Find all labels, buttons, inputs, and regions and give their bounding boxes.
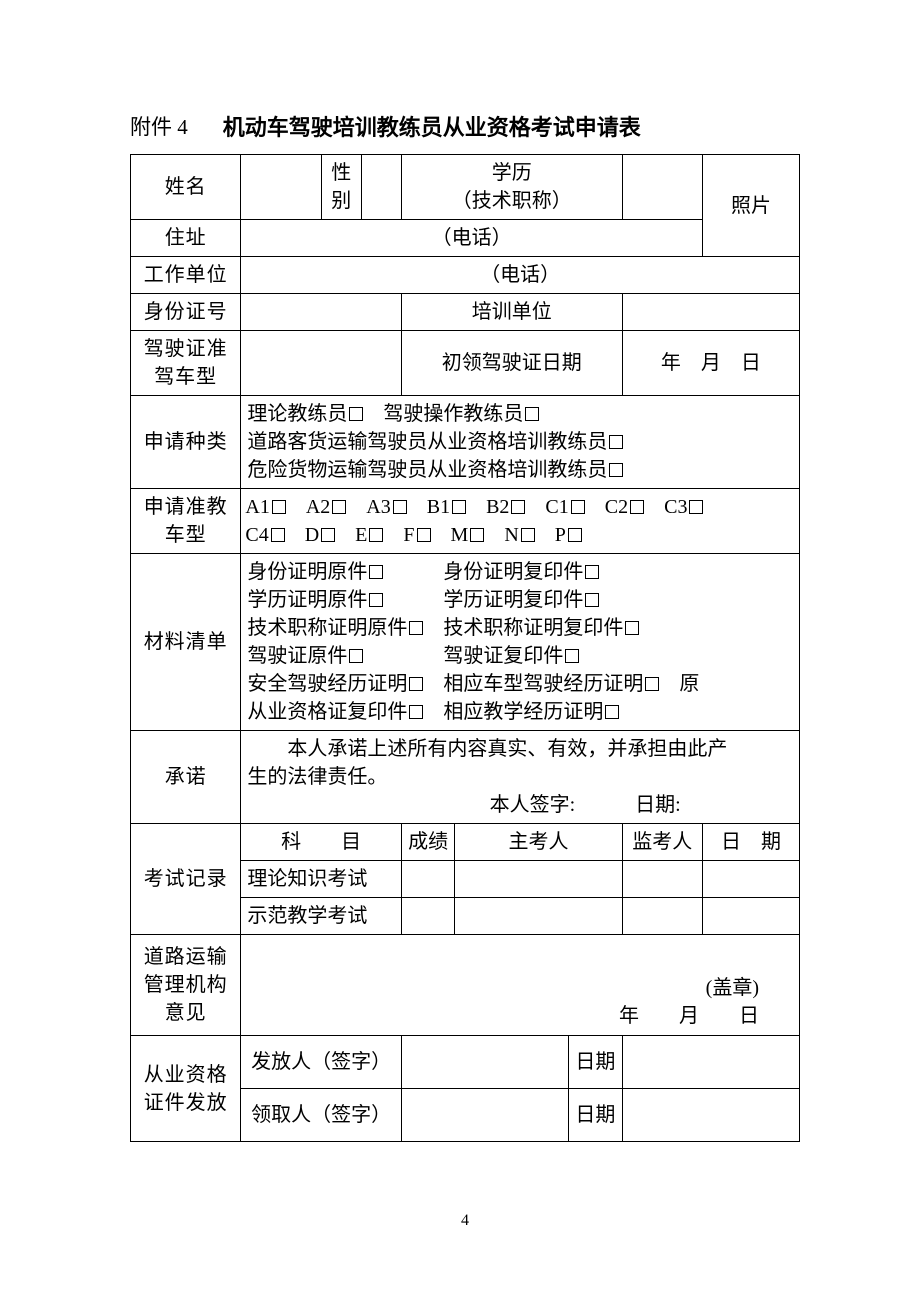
label-opinion: 道路运输管理机构意见 — [131, 935, 241, 1036]
field-apply-category[interactable]: 理论教练员 驾驶操作教练员 道路客货运输驾驶员从业资格培训教练员 危险货物运输驾… — [241, 396, 800, 489]
issue-receiver-label: 领取人（签字） — [241, 1089, 402, 1142]
exam-row2-proctor[interactable] — [622, 898, 702, 935]
exam-row1-examiner[interactable] — [455, 861, 622, 898]
field-first-date[interactable]: 年 月 日 — [622, 331, 799, 396]
field-gender-value[interactable] — [361, 155, 401, 220]
field-opinion[interactable]: (盖章) 年 月 日 — [241, 935, 800, 1036]
field-address[interactable]: （电话） — [241, 220, 703, 257]
field-education-value[interactable] — [622, 155, 702, 220]
exam-row1-proctor[interactable] — [622, 861, 702, 898]
label-training-unit: 培训单位 — [401, 294, 622, 331]
issue-issuer-value[interactable] — [401, 1036, 568, 1089]
exam-row2-score[interactable] — [401, 898, 455, 935]
exam-header-date: 日 期 — [702, 824, 799, 861]
exam-header-proctor: 监考人 — [622, 824, 702, 861]
attachment-label: 附件 4 — [130, 111, 188, 141]
label-commitment: 承诺 — [131, 731, 241, 824]
label-id: 身份证号 — [131, 294, 241, 331]
label-first-date: 初领驾驶证日期 — [401, 331, 622, 396]
label-workunit: 工作单位 — [131, 257, 241, 294]
label-apply-category: 申请种类 — [131, 396, 241, 489]
field-commitment[interactable]: 本人承诺上述所有内容真实、有效，并承担由此产 生的法律责任。 本人签字: 日期: — [241, 731, 800, 824]
field-workunit[interactable]: （电话） — [241, 257, 800, 294]
issue-issuer-label: 发放人（签字） — [241, 1036, 402, 1089]
page-number: 4 — [130, 1212, 800, 1230]
issue-date-label-1: 日期 — [569, 1036, 623, 1089]
issue-date-label-2: 日期 — [569, 1089, 623, 1142]
exam-header-score: 成绩 — [401, 824, 455, 861]
field-materials[interactable]: 身份证明原件 身份证明复印件 学历证明原件 学历证明复印件 技术职称证明原件 技… — [241, 554, 800, 731]
page-title: 机动车驾驶培训教练员从业资格考试申请表 — [223, 110, 641, 142]
photo-cell: 照片 — [702, 155, 799, 257]
label-address: 住址 — [131, 220, 241, 257]
exam-row2-subject: 示范教学考试 — [241, 898, 402, 935]
issue-receiver-value[interactable] — [401, 1089, 568, 1142]
label-exam-record: 考试记录 — [131, 824, 241, 935]
header-block: 附件 4 机动车驾驶培训教练员从业资格考试申请表 — [130, 110, 800, 142]
exam-header-examiner: 主考人 — [455, 824, 622, 861]
label-name: 姓名 — [131, 155, 241, 220]
label-cert-issue: 从业资格证件发放 — [131, 1036, 241, 1142]
label-teach-type: 申请准教车型 — [131, 489, 241, 554]
label-gender: 性别 — [321, 155, 361, 220]
exam-row2-date[interactable] — [702, 898, 799, 935]
field-name-value[interactable] — [241, 155, 321, 220]
exam-header-subject: 科 目 — [241, 824, 402, 861]
field-id[interactable] — [241, 294, 402, 331]
label-materials: 材料清单 — [131, 554, 241, 731]
label-license-type: 驾驶证准驾车型 — [131, 331, 241, 396]
exam-row2-examiner[interactable] — [455, 898, 622, 935]
field-teach-type[interactable]: A1 A2 A3 B1 B2 C1 C2 C3 C4 D E F M N P — [241, 489, 800, 554]
issue-date-value-2[interactable] — [622, 1089, 799, 1142]
exam-row1-score[interactable] — [401, 861, 455, 898]
label-education: 学历 （技术职称） — [401, 155, 622, 220]
exam-row1-date[interactable] — [702, 861, 799, 898]
application-form-table: 姓名 性别 学历 （技术职称） 照片 住址 （电话） 工作单位 （电话） 身份证… — [130, 154, 800, 1142]
field-training-unit[interactable] — [622, 294, 799, 331]
field-license-type[interactable] — [241, 331, 402, 396]
exam-row1-subject: 理论知识考试 — [241, 861, 402, 898]
issue-date-value-1[interactable] — [622, 1036, 799, 1089]
